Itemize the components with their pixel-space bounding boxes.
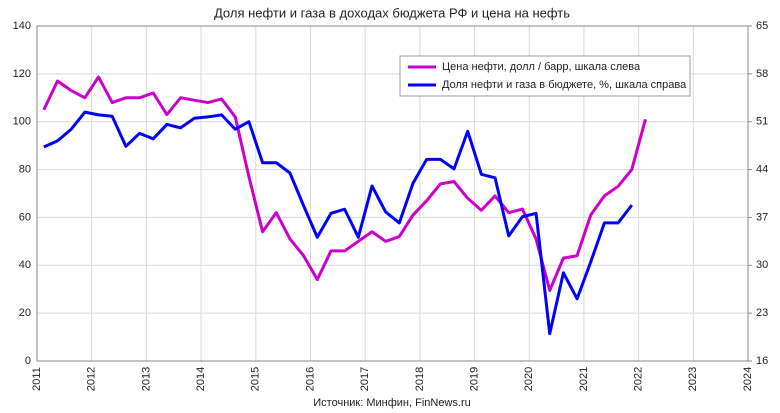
x-tick-label: 2012 bbox=[86, 367, 98, 391]
y-tick-label: 20 bbox=[19, 307, 31, 319]
y-tick-label: 80 bbox=[19, 163, 31, 175]
y-tick-label: 60 bbox=[19, 211, 31, 223]
x-tick-label: 2023 bbox=[687, 367, 699, 391]
series-line bbox=[43, 110, 633, 336]
legend-label: Доля нефти и газа в бюджете, %, шкала сп… bbox=[442, 79, 687, 91]
x-tick-label: 2022 bbox=[633, 367, 645, 391]
x-tick-label: 2014 bbox=[195, 367, 207, 391]
y2-tick-label: 44 bbox=[756, 163, 768, 175]
y-tick-label: 0 bbox=[25, 355, 31, 367]
legend-label: Цена нефти, долл / барр, шкала слева bbox=[442, 61, 641, 73]
y2-tick-label: 23 bbox=[756, 307, 768, 319]
chart-title: Доля нефти и газа в доходах бюджета РФ и… bbox=[214, 5, 570, 20]
y-tick-label: 120 bbox=[13, 68, 31, 80]
x-tick-label: 2011 bbox=[31, 367, 43, 391]
y2-tick-label: 58 bbox=[756, 68, 768, 80]
y2-tick-label: 16 bbox=[756, 355, 768, 367]
x-tick-label: 2020 bbox=[523, 367, 535, 391]
x-tick-label: 2019 bbox=[468, 367, 480, 391]
y-tick-label: 40 bbox=[19, 259, 31, 271]
legend-box bbox=[399, 55, 691, 97]
series-line bbox=[42, 75, 647, 292]
x-tick-label: 2018 bbox=[414, 367, 426, 391]
y2-tick-label: 65 bbox=[756, 20, 768, 32]
x-tick-label: 2015 bbox=[250, 367, 262, 391]
y2-tick-label: 37 bbox=[756, 211, 768, 223]
y-tick-label: 100 bbox=[13, 116, 31, 128]
plot-border bbox=[36, 25, 749, 362]
source-note: Источник: Минфин, FinNews.ru bbox=[313, 397, 470, 409]
y-tick-label: 140 bbox=[13, 20, 31, 32]
x-tick-label: 2021 bbox=[578, 367, 590, 391]
y2-tick-label: 51 bbox=[756, 116, 768, 128]
x-tick-label: 2017 bbox=[359, 367, 371, 391]
x-tick-label: 2013 bbox=[140, 367, 152, 391]
x-tick-label: 2016 bbox=[304, 367, 316, 391]
x-tick-label: 2024 bbox=[742, 367, 754, 391]
y2-tick-label: 30 bbox=[756, 259, 768, 271]
